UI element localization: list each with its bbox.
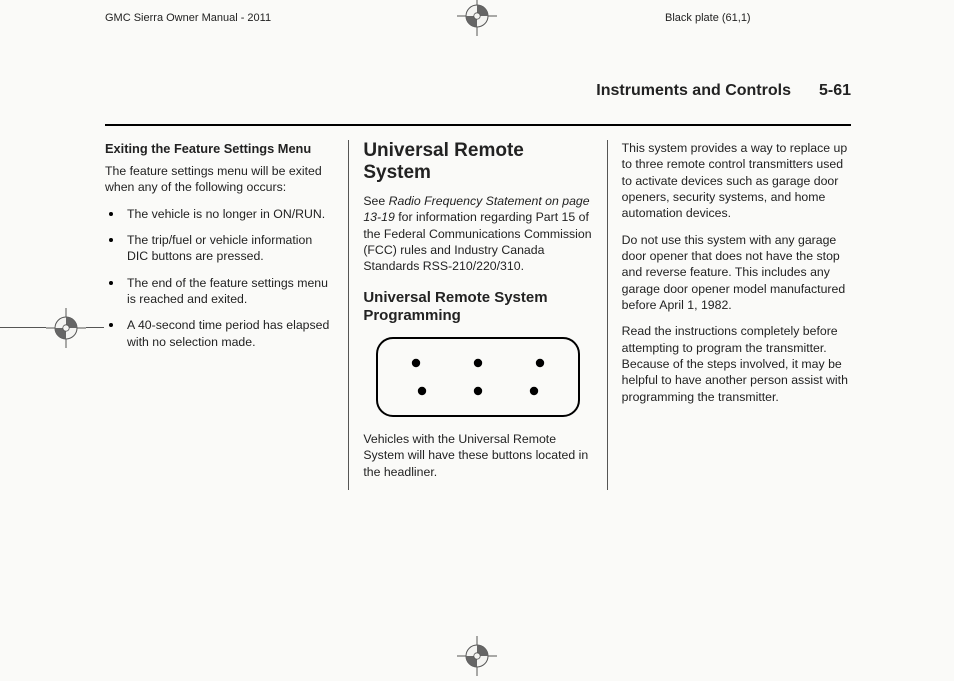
remote-illustration [374, 335, 582, 419]
remote-outline [377, 338, 579, 416]
remote-dot [536, 359, 544, 367]
section-title: Instruments and Controls [596, 82, 791, 100]
registration-mark-bottom [457, 636, 497, 676]
col1-heading: Exiting the Feature Settings Menu [105, 140, 334, 157]
list-item: The end of the feature settings menu is … [105, 275, 334, 308]
col2-p1-b: for information regarding Part 15 of the… [363, 210, 591, 273]
col3-p3: Read the instructions completely before … [622, 323, 851, 405]
list-item: The trip/fuel or vehicle information DIC… [105, 232, 334, 265]
reg-right-bar [86, 327, 104, 328]
col2-p1-a: See [363, 194, 388, 208]
header-rule [105, 124, 851, 126]
remote-svg [374, 335, 582, 419]
remote-dot [412, 359, 420, 367]
col2-sub-heading: Universal Remote System Programming [363, 289, 592, 326]
col3-p1: This system provides a way to replace up… [622, 140, 851, 222]
col1-list: The vehicle is no longer in ON/RUN. The … [105, 206, 334, 350]
remote-dot [418, 387, 426, 395]
col1-intro: The feature settings menu will be exited… [105, 163, 334, 196]
col2-p1: See Radio Frequency Statement on page 13… [363, 193, 592, 275]
manual-title: GMC Sierra Owner Manual - 2011 [105, 12, 271, 24]
reg-left-bar [0, 327, 46, 328]
content-frame: Instruments and Controls 5-61 Exiting th… [105, 82, 851, 490]
col2-main-heading: Universal Remote System [363, 140, 592, 185]
registration-mark-left [46, 308, 86, 348]
column-3: This system provides a way to replace up… [607, 140, 851, 490]
col3-p2: Do not use this system with any garage d… [622, 232, 851, 314]
plate-label: Black plate (61,1) [665, 12, 751, 24]
remote-dot [530, 387, 538, 395]
col2-p2: Vehicles with the Universal Remote Syste… [363, 431, 592, 480]
column-2: Universal Remote System See Radio Freque… [348, 140, 606, 490]
remote-dot [474, 387, 482, 395]
list-item: The vehicle is no longer in ON/RUN. [105, 206, 334, 222]
column-1: Exiting the Feature Settings Menu The fe… [105, 140, 348, 490]
registration-mark-top [457, 0, 497, 36]
remote-dot [474, 359, 482, 367]
page-header: Instruments and Controls 5-61 [105, 82, 851, 100]
list-item: A 40-second time period has elapsed with… [105, 317, 334, 350]
page: GMC Sierra Owner Manual - 2011 Black pla… [0, 0, 954, 668]
columns: Exiting the Feature Settings Menu The fe… [105, 140, 851, 490]
registration-mark-left-symbol [46, 308, 86, 348]
page-number: 5-61 [819, 82, 851, 100]
